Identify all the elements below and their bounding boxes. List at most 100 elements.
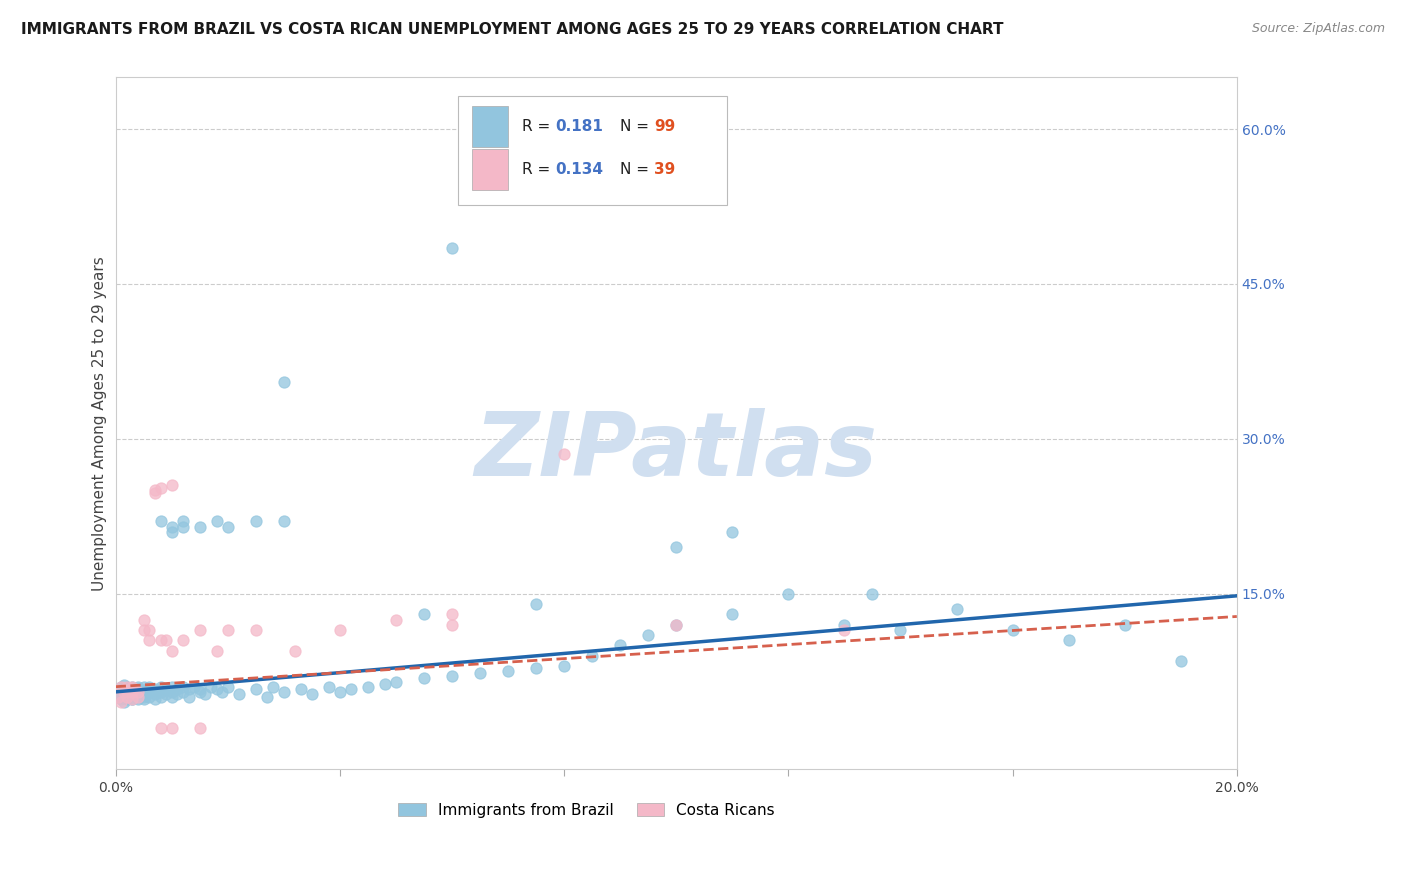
- Point: [211, 685, 233, 699]
- Point: [245, 623, 267, 637]
- Point: [110, 692, 132, 706]
- Point: [143, 681, 166, 696]
- Point: [121, 680, 143, 694]
- Point: [262, 680, 284, 694]
- Point: [245, 515, 267, 529]
- Point: [496, 664, 519, 678]
- Point: [138, 623, 160, 637]
- Point: [121, 685, 143, 699]
- Point: [132, 690, 155, 704]
- Point: [1001, 623, 1024, 637]
- Point: [121, 680, 143, 694]
- Point: [665, 541, 688, 555]
- Point: [160, 478, 183, 492]
- Legend: Immigrants from Brazil, Costa Ricans: Immigrants from Brazil, Costa Ricans: [392, 797, 780, 824]
- Point: [127, 680, 149, 694]
- Point: [110, 680, 132, 694]
- Point: [834, 617, 856, 632]
- Point: [115, 687, 138, 701]
- Point: [318, 680, 340, 694]
- Point: [149, 690, 172, 704]
- Point: [115, 680, 138, 694]
- Point: [149, 482, 172, 496]
- Point: [166, 687, 188, 701]
- Point: [115, 685, 138, 699]
- Point: [132, 692, 155, 706]
- Point: [468, 666, 491, 681]
- Point: [127, 692, 149, 706]
- Point: [329, 623, 352, 637]
- Point: [121, 685, 143, 699]
- Point: [273, 375, 295, 389]
- Point: [143, 687, 166, 701]
- Point: [127, 687, 149, 701]
- Point: [609, 639, 631, 653]
- Point: [115, 692, 138, 706]
- Point: [524, 661, 547, 675]
- Point: [112, 685, 135, 699]
- Point: [121, 681, 143, 696]
- Point: [118, 690, 141, 704]
- Point: [112, 681, 135, 696]
- Point: [205, 643, 228, 657]
- Point: [385, 613, 408, 627]
- Point: [194, 687, 217, 701]
- Point: [200, 680, 222, 694]
- Point: [115, 685, 138, 699]
- Point: [183, 680, 205, 694]
- Point: [188, 685, 211, 699]
- Text: R =: R =: [522, 161, 554, 177]
- Point: [665, 617, 688, 632]
- Point: [110, 685, 132, 699]
- Point: [115, 681, 138, 696]
- Point: [889, 623, 911, 637]
- Point: [721, 524, 744, 539]
- Point: [112, 678, 135, 692]
- Point: [121, 692, 143, 706]
- Point: [553, 659, 575, 673]
- Point: [273, 685, 295, 699]
- Point: [172, 680, 194, 694]
- Point: [385, 674, 408, 689]
- Point: [160, 721, 183, 735]
- Point: [160, 685, 183, 699]
- Point: [228, 687, 250, 701]
- Point: [107, 690, 129, 704]
- Point: [155, 681, 177, 696]
- Point: [217, 519, 239, 533]
- Point: [834, 623, 856, 637]
- Point: [284, 643, 307, 657]
- Point: [1170, 654, 1192, 668]
- Point: [118, 685, 141, 699]
- Point: [127, 681, 149, 696]
- Text: N =: N =: [620, 161, 654, 177]
- Point: [665, 617, 688, 632]
- Point: [329, 685, 352, 699]
- Point: [138, 685, 160, 699]
- Point: [721, 607, 744, 622]
- Point: [177, 681, 200, 696]
- Point: [581, 648, 603, 663]
- Point: [413, 607, 436, 622]
- Point: [127, 685, 149, 699]
- Point: [143, 692, 166, 706]
- Point: [245, 681, 267, 696]
- Y-axis label: Unemployment Among Ages 25 to 29 years: Unemployment Among Ages 25 to 29 years: [93, 256, 107, 591]
- Point: [357, 680, 380, 694]
- Point: [524, 597, 547, 611]
- Point: [172, 519, 194, 533]
- Text: R =: R =: [522, 119, 554, 134]
- Point: [205, 681, 228, 696]
- Point: [1114, 617, 1136, 632]
- Point: [121, 688, 143, 702]
- Point: [290, 681, 312, 696]
- Point: [188, 519, 211, 533]
- Point: [166, 681, 188, 696]
- Point: [110, 695, 132, 709]
- Point: [107, 685, 129, 699]
- Point: [778, 587, 800, 601]
- Point: [862, 587, 884, 601]
- Point: [132, 623, 155, 637]
- Point: [160, 680, 183, 694]
- Point: [143, 485, 166, 500]
